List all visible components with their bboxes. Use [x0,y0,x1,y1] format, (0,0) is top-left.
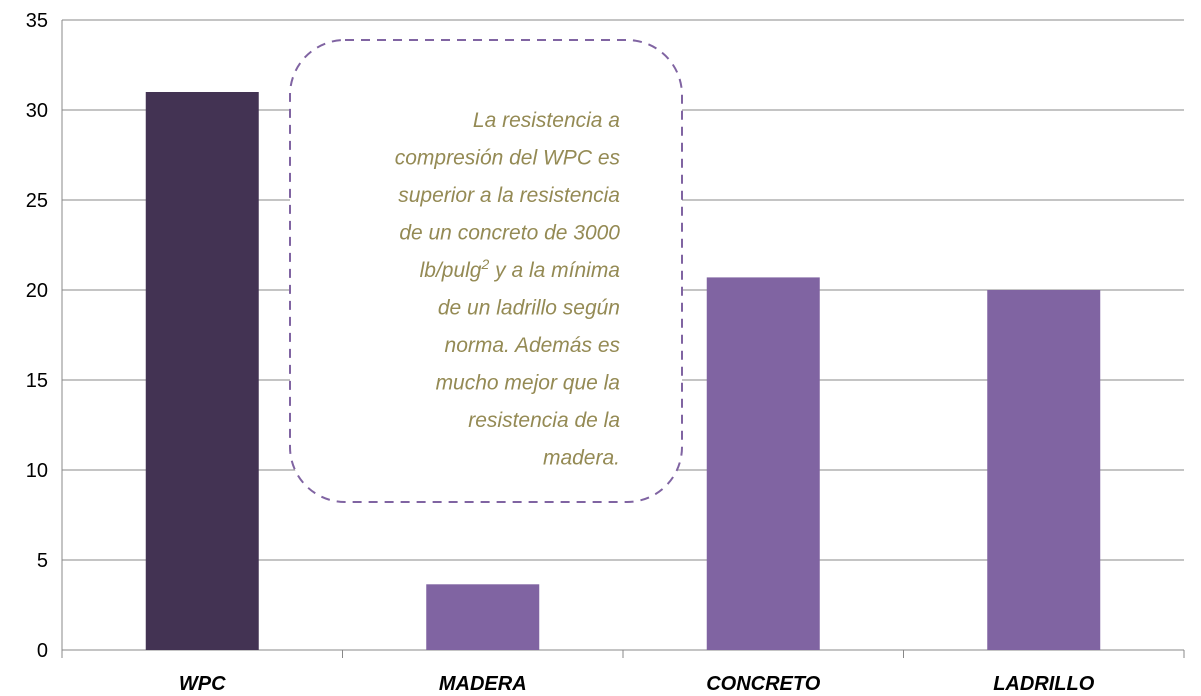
annotation-line: de un ladrillo según [438,297,620,320]
x-tick-label: MADERA [439,673,527,695]
y-tick-label: 25 [26,190,48,212]
y-tick-label: 0 [37,640,48,662]
annotation-superscript: 2 [480,256,489,272]
annotation-line: de un concreto de 3000 [399,222,620,245]
x-tick-label: CONCRETO [706,673,821,695]
bar [706,277,820,650]
y-tick-label: 15 [26,370,48,392]
y-tick-label: 35 [26,10,48,32]
annotation-line: resistencia de la [468,409,620,432]
annotation-line: madera. [543,447,620,470]
x-tick-label: LADRILLO [993,673,1095,695]
annotation-line: norma. Además es [445,334,621,357]
annotation-line: La resistencia a [473,109,620,132]
annotation-text: lb/pulg [420,259,482,282]
annotation-line: mucho mejor que la [436,372,620,395]
callout-box [289,39,683,503]
bar [426,584,540,650]
x-tick-label: WPC [179,673,226,695]
annotation-line: superior a la resistencia [398,184,620,207]
annotation-line: lb/pulg2 y a la mínima [420,256,620,282]
y-tick-label: 10 [26,460,48,482]
y-tick-label: 30 [26,100,48,122]
y-tick-label: 5 [37,550,48,572]
y-tick-label: 20 [26,280,48,302]
bar [145,92,259,650]
annotation-text: y a la mínima [489,259,620,282]
bar [987,290,1101,650]
annotation-line: compresión del WPC es [395,147,621,170]
